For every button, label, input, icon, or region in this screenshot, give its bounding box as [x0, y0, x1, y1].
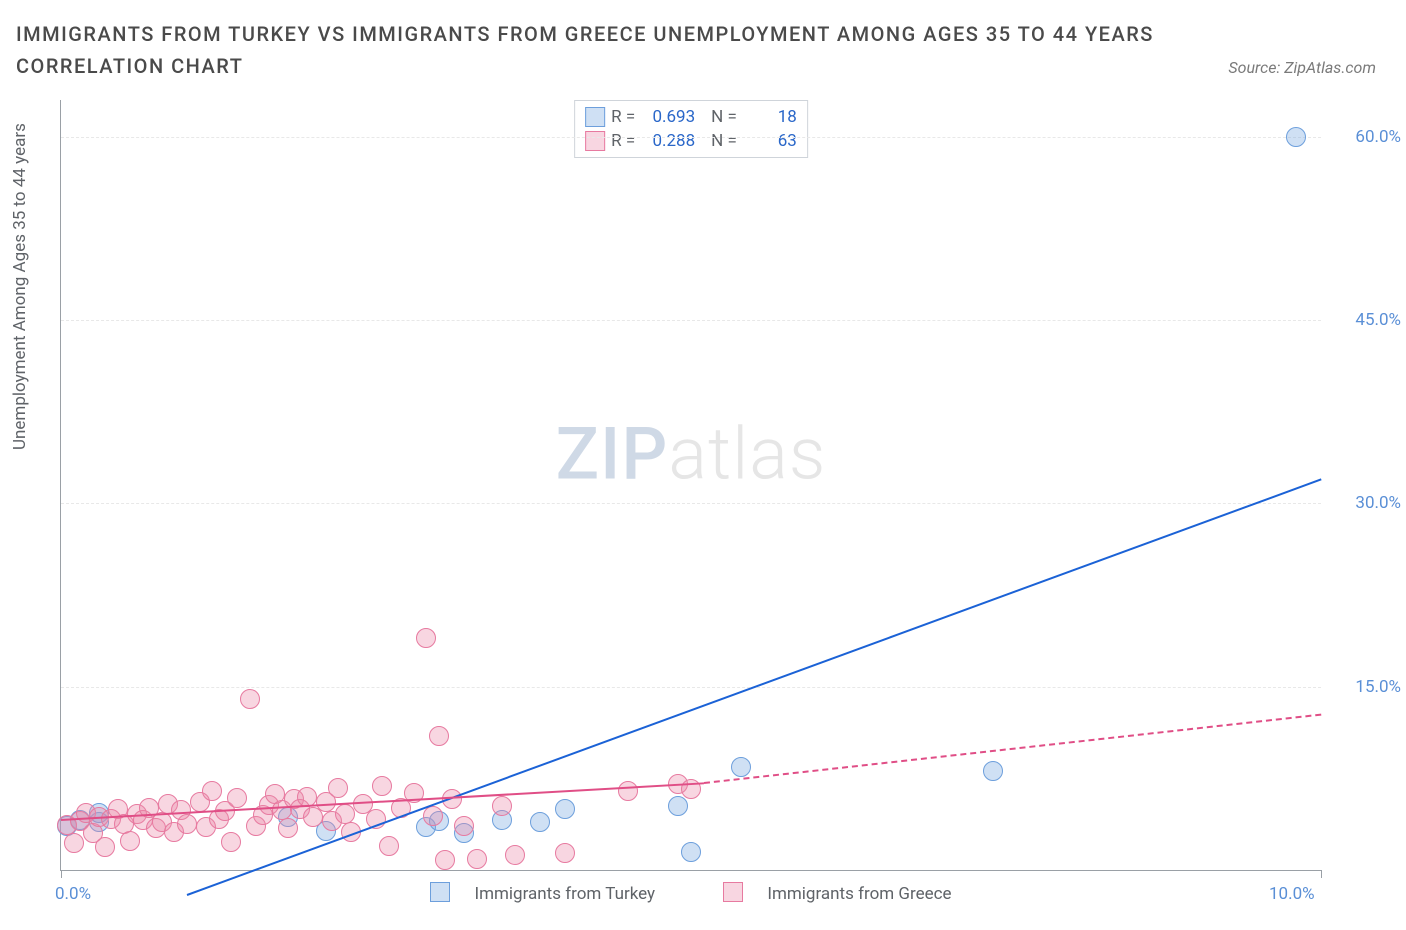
legend-item-greece: Immigrants from Greece [707, 884, 967, 904]
data-point-greece [278, 818, 298, 838]
y-axis-label: Unemployment Among Ages 35 to 44 years [10, 123, 30, 450]
data-point-greece [303, 807, 323, 827]
stat-label-n: N = [711, 107, 737, 127]
gridline [61, 687, 1321, 688]
data-point-greece [95, 837, 115, 857]
y-tick-label: 60.0% [1355, 127, 1401, 147]
x-tick-label: 0.0% [55, 884, 91, 904]
data-point-greece [492, 796, 512, 816]
stat-label-n: N = [711, 131, 737, 151]
swatch-turkey-icon [430, 882, 450, 902]
y-tick-label: 30.0% [1355, 493, 1401, 513]
swatch-turkey [585, 107, 605, 127]
x-tick-label: 10.0% [1269, 884, 1315, 904]
data-point-greece [335, 804, 355, 824]
x-tick-mark [61, 870, 62, 878]
stats-row-greece: R = 0.288 N = 63 [585, 129, 797, 153]
stat-n-greece: 63 [747, 131, 797, 151]
data-point-greece [379, 836, 399, 856]
watermark-atlas: atlas [668, 412, 826, 497]
data-point-greece [202, 781, 222, 801]
stat-r-turkey: 0.693 [645, 107, 695, 127]
data-point-turkey [668, 796, 688, 816]
series-legend: Immigrants from Turkey Immigrants from G… [61, 882, 1321, 904]
swatch-greece-icon [723, 882, 743, 902]
data-point-greece [372, 776, 392, 796]
data-point-turkey [681, 842, 701, 862]
stat-n-turkey: 18 [747, 107, 797, 127]
y-tick-label: 15.0% [1355, 677, 1401, 697]
data-point-greece [64, 833, 84, 853]
gridline [61, 503, 1321, 504]
stat-label-r: R = [611, 107, 635, 127]
watermark: ZIPatlas [556, 412, 827, 497]
data-point-greece [555, 843, 575, 863]
data-point-greece [505, 845, 525, 865]
watermark-zip: ZIP [556, 412, 669, 497]
data-point-greece [221, 832, 241, 852]
data-point-greece [467, 849, 487, 869]
chart-title: IMMIGRANTS FROM TURKEY VS IMMIGRANTS FRO… [16, 18, 1226, 82]
stat-r-greece: 0.288 [645, 131, 695, 151]
source-attribution: Source: ZipAtlas.com [1228, 58, 1376, 77]
data-point-greece [227, 788, 247, 808]
stats-row-turkey: R = 0.693 N = 18 [585, 105, 797, 129]
stat-label-r: R = [611, 131, 635, 151]
data-point-greece [435, 850, 455, 870]
gridline [61, 137, 1321, 138]
data-point-turkey [731, 757, 751, 777]
data-point-greece [423, 806, 443, 826]
data-point-greece [416, 628, 436, 648]
data-point-greece [120, 831, 140, 851]
data-point-turkey [555, 799, 575, 819]
data-point-greece [454, 816, 474, 836]
trend-line [703, 714, 1321, 784]
scatter-plot-area: ZIPatlas R = 0.693 N = 18 R = 0.288 N = … [60, 100, 1321, 871]
legend-item-turkey: Immigrants from Turkey [414, 884, 671, 904]
data-point-greece [177, 814, 197, 834]
data-point-greece [240, 689, 260, 709]
data-point-greece [618, 781, 638, 801]
swatch-greece [585, 131, 605, 151]
legend-label-greece: Immigrants from Greece [767, 884, 951, 904]
data-point-greece [328, 778, 348, 798]
legend-label-turkey: Immigrants from Turkey [474, 884, 655, 904]
data-point-turkey [1286, 127, 1306, 147]
data-point-turkey [530, 812, 550, 832]
x-tick-mark [1321, 870, 1322, 878]
stats-legend: R = 0.693 N = 18 R = 0.288 N = 63 [574, 100, 808, 158]
gridline [61, 320, 1321, 321]
trend-line [187, 479, 1322, 896]
y-tick-label: 45.0% [1355, 310, 1401, 330]
data-point-turkey [983, 761, 1003, 781]
data-point-greece [429, 726, 449, 746]
